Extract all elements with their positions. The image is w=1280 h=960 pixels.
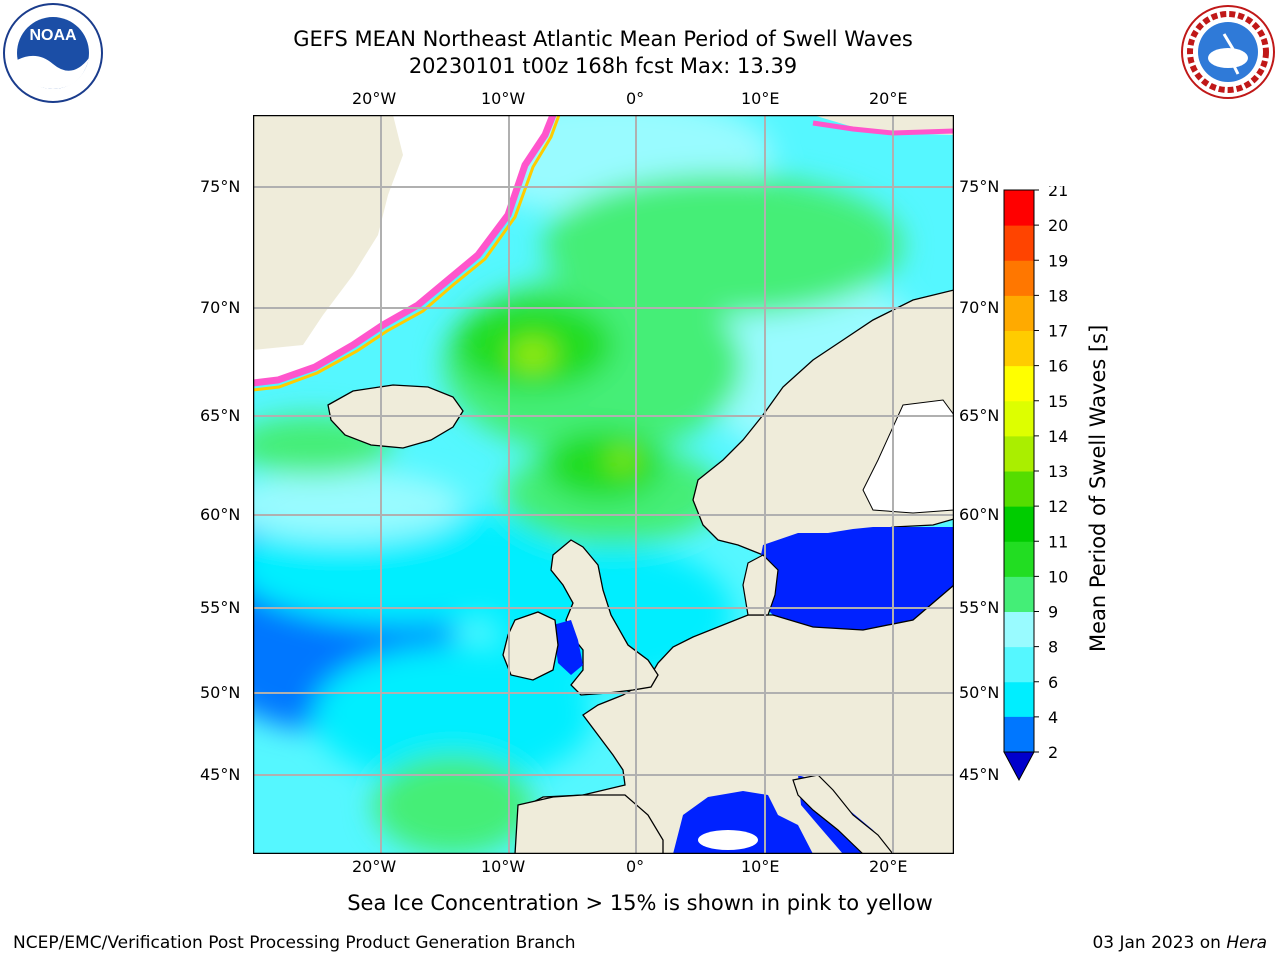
- graticule: [253, 115, 954, 854]
- lat-tick-right-55n: 55°N: [959, 598, 1000, 617]
- colorbar-band: [1004, 506, 1034, 542]
- sweden-ice: [862, 399, 954, 514]
- colorbar-tick-label: 17: [1048, 322, 1068, 341]
- colorbar-band: [1004, 365, 1034, 402]
- lon-tick-bottom-0: 0°: [626, 857, 645, 876]
- colorbar: 2 4 6 8 9 10 11 12 13 14 15 16 17 18 19 20 21: [1003, 186, 1068, 782]
- lat-tick-left-60n: 60°N: [200, 505, 241, 524]
- colorbar-tick-label: 16: [1048, 357, 1068, 376]
- colorbar-band: [1004, 190, 1034, 226]
- svg-text:NOAA: NOAA: [29, 27, 77, 44]
- irish-sea: [553, 620, 583, 675]
- footer-host: Hera: [1226, 933, 1267, 953]
- colorbar-tick-label: 18: [1048, 286, 1068, 305]
- colorbar-band: [1004, 330, 1034, 367]
- lat-tick-right-60n: 60°N: [959, 505, 1000, 524]
- lat-tick-right-70n: 70°N: [959, 298, 1000, 317]
- colorbar-label: Mean Period of Swell Waves [s]: [1086, 324, 1110, 652]
- colorbar-band: [1004, 646, 1034, 683]
- lon-tick-bottom-10e: 10°E: [741, 857, 780, 876]
- lon-tick-top-20w: 20°W: [352, 89, 397, 108]
- baltic-sea: [753, 527, 954, 630]
- colorbar-band: [1004, 400, 1034, 437]
- lat-tick-right-50n: 50°N: [959, 683, 1000, 702]
- lat-tick-left-65n: 65°N: [200, 406, 241, 425]
- colorbar-tick-label: 8: [1048, 638, 1058, 657]
- ireland: [502, 611, 559, 681]
- title-line-1: GEFS MEAN Northeast Atlantic Mean Period…: [293, 27, 913, 51]
- colorbar-band: [1004, 681, 1034, 718]
- denmark: [742, 554, 779, 616]
- lat-tick-left-70n: 70°N: [200, 298, 241, 317]
- greenland: [253, 115, 561, 392]
- svalbard-ice: [812, 115, 954, 136]
- colorbar-tick-label: 15: [1048, 392, 1068, 411]
- lon-tick-top-10w: 10°W: [481, 89, 526, 108]
- colorbar-tick-label: 20: [1048, 216, 1068, 235]
- colorbar-band: [1004, 260, 1034, 296]
- colorbar-tick-label: 2: [1048, 743, 1058, 762]
- europe-mainland: [517, 584, 954, 854]
- colorbar-extend-triangle: [1003, 751, 1035, 782]
- lon-tick-top-20e: 20°E: [869, 89, 908, 108]
- map-panel: [253, 115, 954, 854]
- footer-date-text: 03 Jan 2023 on: [1092, 933, 1227, 953]
- nws-logo: [1181, 5, 1275, 99]
- lat-tick-right-65n: 65°N: [959, 406, 1000, 425]
- colorbar-band: [1004, 716, 1034, 752]
- colorbar-tick-label: 14: [1048, 427, 1068, 446]
- sea-ice-note: Sea Ice Concentration > 15% is shown in …: [347, 891, 933, 915]
- colorbar-tick-label: 6: [1048, 673, 1058, 692]
- lon-tick-bottom-20w: 20°W: [352, 857, 397, 876]
- footer-credit: NCEP/EMC/Verification Post Processing Pr…: [13, 933, 576, 953]
- colorbar-tick-label: 10: [1048, 567, 1068, 586]
- lat-tick-right-75n: 75°N: [959, 177, 1000, 196]
- colorbar-band: [1004, 471, 1034, 507]
- lon-tick-top-10e: 10°E: [741, 89, 780, 108]
- italy: [792, 774, 894, 854]
- colorbar-tick-label: 11: [1048, 532, 1068, 551]
- colorbar-band: [1004, 225, 1034, 261]
- colorbar-tick-label: 19: [1048, 251, 1068, 270]
- lon-tick-bottom-10w: 10°W: [481, 857, 526, 876]
- title-line-2: 20230101 t00z 168h fcst Max: 13.39: [408, 54, 798, 78]
- colorbar-tick-label: 12: [1048, 497, 1068, 516]
- lon-tick-top-0: 0°: [626, 89, 645, 108]
- colorbar-band: [1004, 541, 1034, 577]
- lat-tick-left-45n: 45°N: [200, 765, 241, 784]
- colorbar-band: [1004, 611, 1034, 648]
- iberia: [514, 794, 664, 854]
- colorbar-band: [1004, 295, 1034, 331]
- colorbar-band: [1004, 576, 1034, 612]
- lon-tick-bottom-20e: 20°E: [869, 857, 908, 876]
- colorbar-tick-label: 21: [1048, 186, 1068, 200]
- colorbar-tick-label: 13: [1048, 462, 1068, 481]
- colorbar-tick-label: 4: [1048, 708, 1058, 727]
- footer-date: 03 Jan 2023 on Hera: [1092, 933, 1267, 953]
- lat-tick-left-50n: 50°N: [200, 683, 241, 702]
- colorbar-tick-label: 9: [1048, 603, 1058, 622]
- colorbar-band: [1004, 435, 1034, 472]
- lat-tick-right-45n: 45°N: [959, 765, 1000, 784]
- lat-tick-left-75n: 75°N: [200, 177, 241, 196]
- noaa-logo: NOAA: [3, 3, 103, 103]
- lat-tick-left-55n: 55°N: [200, 598, 241, 617]
